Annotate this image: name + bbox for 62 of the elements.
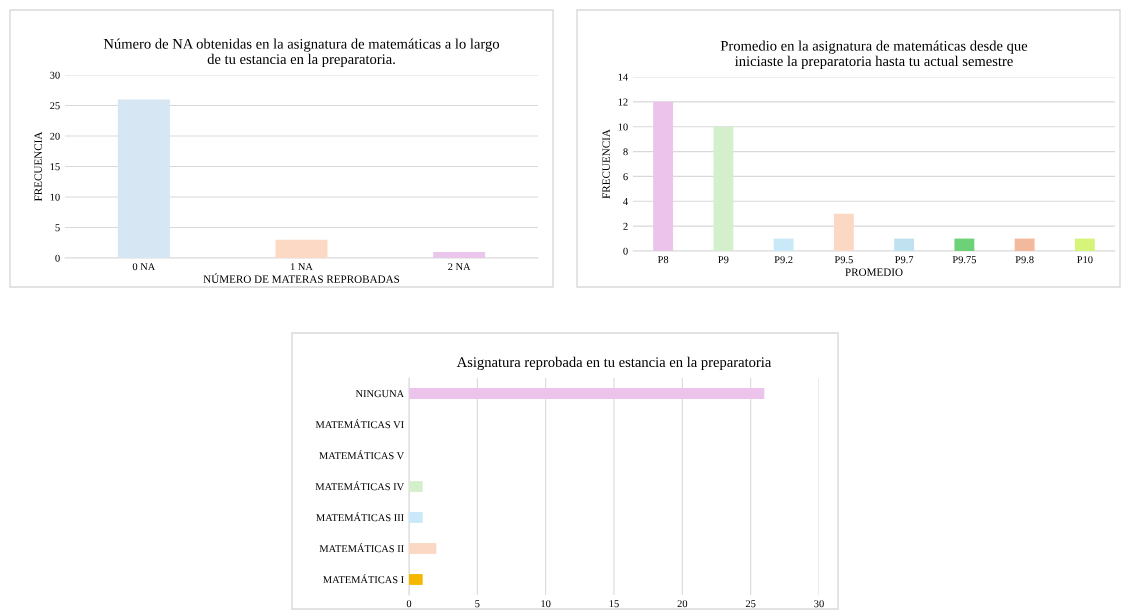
x-tick-label: 0 NA [132,263,156,271]
x-tick-label: P9.2 [774,256,793,264]
bar [409,512,423,523]
x-axis-title: NÚMERO DE MATERAS REPROBADAS [203,273,400,283]
x-tick-label: 5 [475,600,480,608]
x-tick-label: 25 [745,600,756,608]
y-tick-label: 0 [623,247,628,255]
bar [117,99,170,258]
bar [713,126,734,251]
bar [409,543,437,554]
y-tick-label: MATEMÁTICAS V [319,450,405,460]
y-tick-label: 5 [55,224,60,232]
y-tick-label: MATEMÁTICAS VI [315,419,404,429]
y-tick-label: MATEMÁTICAS I [323,574,404,584]
y-tick-label: MATEMÁTICAS II [319,543,404,553]
y-tick-label: 10 [50,193,60,201]
y-tick-label: 15 [50,163,60,171]
y-tick-label: 4 [623,198,628,205]
y-tick-label: 6 [623,173,628,181]
bar [409,574,423,585]
x-tick-label: 10 [541,600,551,608]
y-tick-label: 25 [50,102,60,110]
y-axis-title: FRECUENCIA [34,131,42,202]
y-tick-label: 8 [623,148,628,156]
chart-title: Promedio en la asignatura de matemáticas desde que iniciaste la preparatoria hasta tu actual semestre [720,40,1028,69]
x-tick-label: P9.5 [834,256,853,264]
bar [773,238,794,251]
y-tick-label: 12 [618,98,628,106]
y-tick-label: 2 [623,222,628,230]
x-tick-label: P9.7 [895,256,914,264]
bar [833,213,854,251]
bar [954,238,975,251]
bar [275,239,328,258]
y-tick-label: 14 [618,73,628,81]
bar [1014,238,1035,251]
bar [409,388,765,399]
x-tick-label: P9.8 [1015,256,1034,264]
y-tick-label: 30 [50,71,60,79]
x-tick-label: 20 [677,600,688,608]
y-tick-label: NINGUNA [355,390,405,398]
y-axis-title: FRECUENCIA [602,129,610,199]
x-tick-label: P9 [718,256,729,264]
bar [409,481,423,492]
y-tick-label: MATEMÁTICAS IV [315,481,405,491]
x-tick-label: 15 [609,600,619,608]
x-tick-label: P9.75 [952,256,976,264]
x-tick-label: P10 [1077,256,1093,264]
y-tick-label: 10 [618,123,628,131]
chart-title: Asignatura reprobada en tu estancia en la preparatoria [456,356,772,371]
x-tick-label: P8 [657,256,669,264]
x-tick-label: 30 [814,600,824,608]
y-tick-label: 20 [50,132,60,140]
x-tick-label: 0 [406,600,412,608]
bar [1074,238,1095,251]
bar [894,238,915,251]
chart-title: Número de NA obtenidas en la asignatura de matemáticas a lo largo de tu estancia en la preparatoria. [103,38,500,67]
bar [653,101,674,251]
y-tick-label: MATEMÁTICAS III [316,512,404,522]
bar [433,251,486,258]
x-tick-label: 1 NA [290,263,313,271]
x-axis-title: PROMEDIO [845,268,903,276]
x-tick-label: 2 NA [448,263,471,271]
